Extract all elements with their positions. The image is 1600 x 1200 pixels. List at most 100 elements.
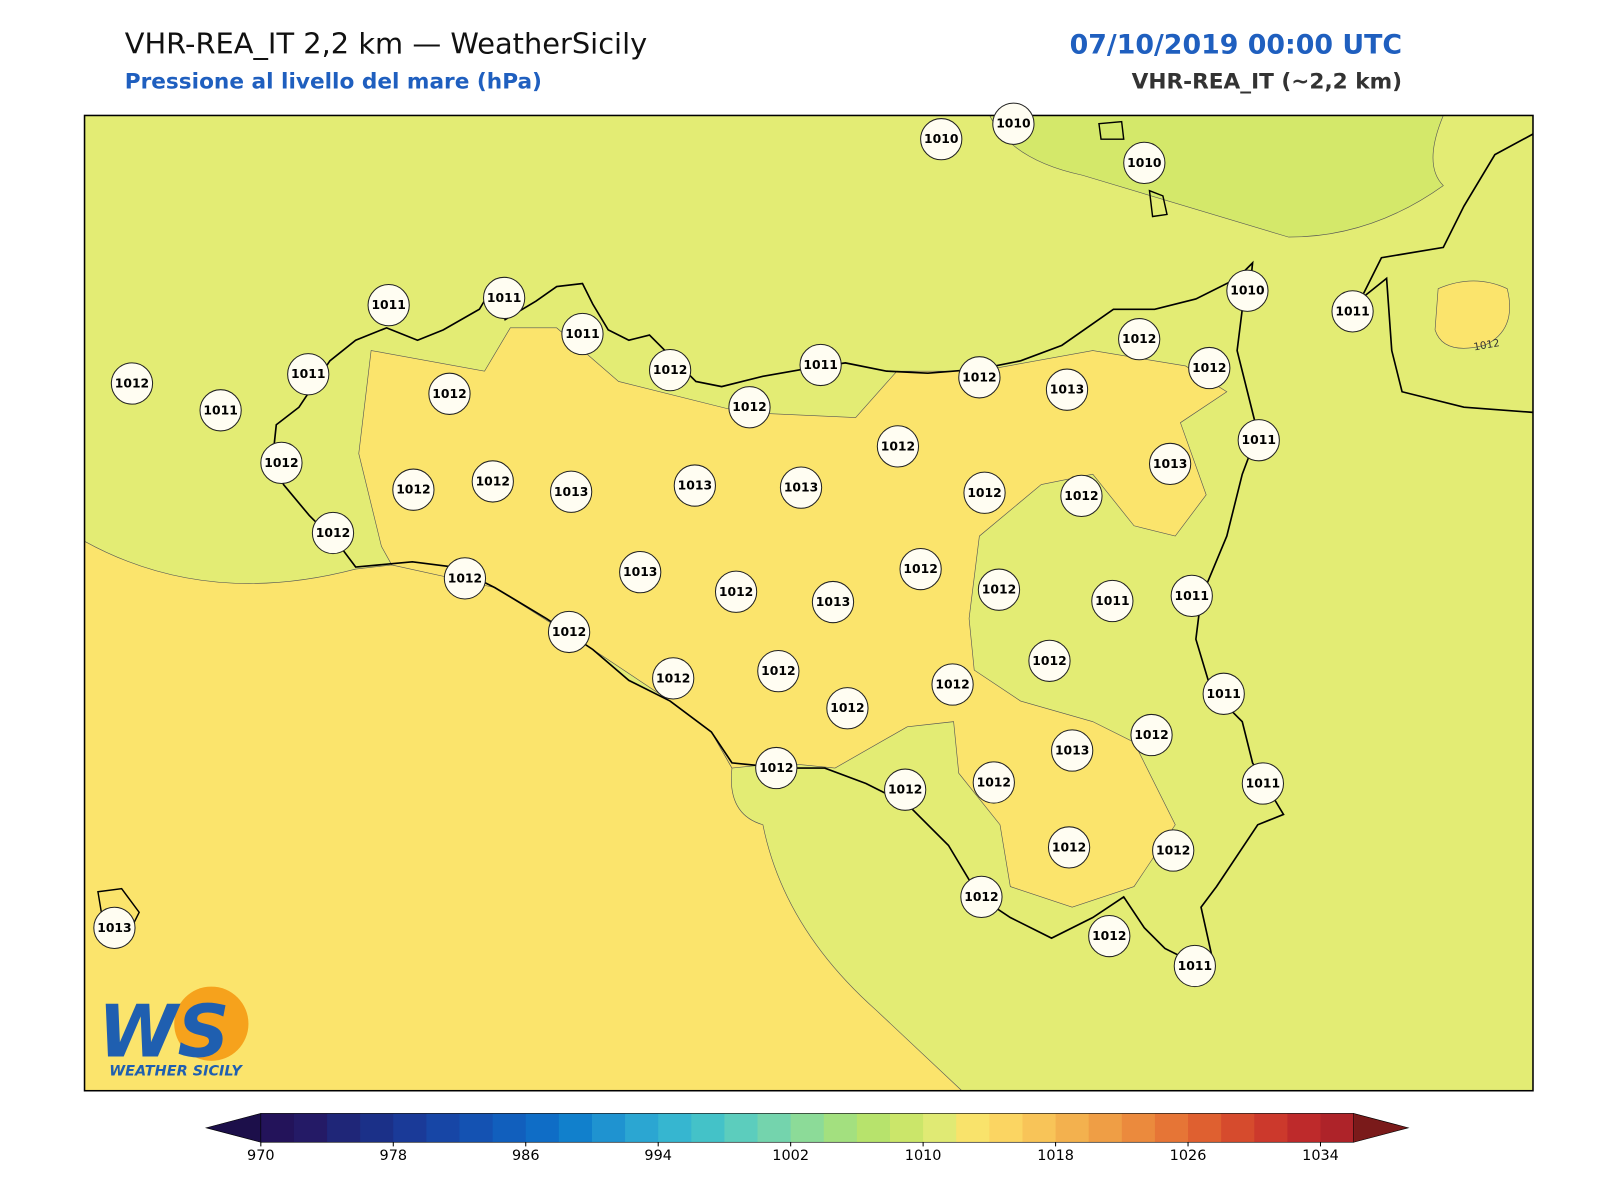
station-value: 1012 [977, 775, 1011, 789]
station-value: 1012 [653, 363, 687, 377]
station: 1012 [652, 657, 695, 700]
map-frame [83, 114, 1534, 1092]
station: 1012 [1152, 829, 1195, 872]
station: 1011 [482, 276, 526, 320]
coastline [272, 260, 1285, 965]
station-marker [547, 610, 591, 654]
station-value: 1011 [1095, 594, 1129, 608]
station-marker [714, 570, 758, 613]
station-marker [443, 557, 487, 600]
station-value: 1012 [962, 370, 996, 384]
colorbar-bin [360, 1113, 394, 1143]
station-marker [311, 511, 355, 555]
station-marker [93, 906, 136, 949]
station-marker [549, 470, 593, 513]
colorbar-over [1353, 1113, 1410, 1143]
station-marker [110, 362, 154, 405]
station-value: 1012 [316, 526, 350, 540]
colorbar-bin [625, 1113, 659, 1143]
station-value: 1011 [1246, 777, 1280, 791]
station-marker [260, 441, 303, 485]
colorbar-bin [558, 1113, 593, 1143]
colorbar-bin [956, 1113, 990, 1143]
colorbar-bin [757, 1113, 792, 1143]
station: 1012 [977, 568, 1021, 611]
colorbar-bin [459, 1113, 494, 1143]
station-marker [1047, 826, 1091, 869]
station-value: 1012 [935, 678, 969, 692]
colorbar-bin [1188, 1113, 1222, 1143]
station-marker [1028, 639, 1071, 682]
stations: 1010 1010 1010 1010 1011 1011 1011 1011 1012 1011… [93, 102, 1374, 988]
model: VHR-REA_IT (~2,2 km) [1132, 70, 1402, 95]
station: 1011 [1202, 672, 1245, 715]
station-value: 1010 [924, 132, 959, 146]
logo: WS WEATHER SICILY [98, 986, 249, 1079]
contour-label: 1012 [1473, 337, 1501, 353]
colorbar-bin [426, 1113, 461, 1143]
station-marker [1241, 762, 1285, 805]
colorbar-tick-label: 994 [644, 1148, 672, 1164]
station-value: 1012 [888, 783, 922, 797]
station: 1012 [755, 746, 798, 790]
station-value: 1012 [761, 664, 795, 678]
station: 1012 [260, 441, 303, 485]
colorbar-bin [724, 1113, 759, 1143]
station: 1012 [963, 471, 1006, 514]
station-marker [1202, 672, 1245, 715]
station-value: 1013 [1050, 383, 1084, 397]
station-value: 1012 [967, 486, 1001, 500]
station-value: 1013 [554, 485, 588, 499]
station-marker [992, 102, 1035, 145]
colorbar: 970 978 986 994 1002 1010 1018 1026 1034 [204, 1113, 1410, 1164]
station: 1012 [1118, 318, 1161, 361]
station-value: 1010 [996, 117, 1031, 131]
station-marker [428, 372, 471, 415]
station-value: 1013 [678, 479, 712, 493]
station-value: 1013 [1055, 744, 1089, 758]
station-value: 1011 [1207, 687, 1241, 701]
station: 1013 [779, 466, 823, 509]
station-value: 1011 [1242, 433, 1276, 447]
station: 1012 [714, 570, 758, 613]
station-marker [1088, 914, 1131, 958]
colorbar-tick-label: 986 [512, 1148, 540, 1164]
station-value: 1013 [784, 481, 818, 495]
station-marker [1123, 141, 1166, 185]
station-marker [367, 284, 410, 327]
station-marker [963, 471, 1006, 514]
station-value: 1012 [964, 890, 998, 904]
station-value: 1012 [1064, 489, 1098, 503]
station-marker [960, 875, 1003, 919]
station-marker [972, 761, 1015, 804]
station-marker [1045, 368, 1089, 411]
station-marker [958, 356, 1001, 399]
station-value: 1012 [264, 456, 298, 470]
station-marker [977, 568, 1021, 611]
station-value: 1012 [719, 585, 753, 599]
station-marker [755, 746, 798, 790]
station-value: 1012 [552, 625, 586, 639]
colorbar-bin [525, 1113, 560, 1143]
colorbar-bin [856, 1113, 891, 1143]
station-value: 1011 [803, 358, 837, 372]
station-marker [728, 386, 771, 429]
colorbar-bin [1088, 1113, 1123, 1143]
station-marker [884, 768, 927, 811]
colorbar-tick-label: 1026 [1170, 1148, 1207, 1164]
colorbar-bin [393, 1113, 427, 1143]
colorbar-under [204, 1113, 262, 1143]
station: 1011 [1170, 574, 1213, 618]
station: 1011 [1331, 290, 1374, 333]
colorbar-frame [260, 1113, 1354, 1143]
station-value: 1012 [396, 483, 430, 497]
colorbar-bin [1287, 1113, 1322, 1143]
colorbar-tick-label: 1002 [772, 1148, 809, 1164]
colorbar-bin [658, 1113, 692, 1143]
station-value: 1012 [1032, 654, 1066, 668]
station: 1012 [311, 511, 355, 555]
station-marker [287, 353, 330, 396]
station-value: 1011 [203, 403, 237, 417]
station-marker [920, 118, 963, 161]
